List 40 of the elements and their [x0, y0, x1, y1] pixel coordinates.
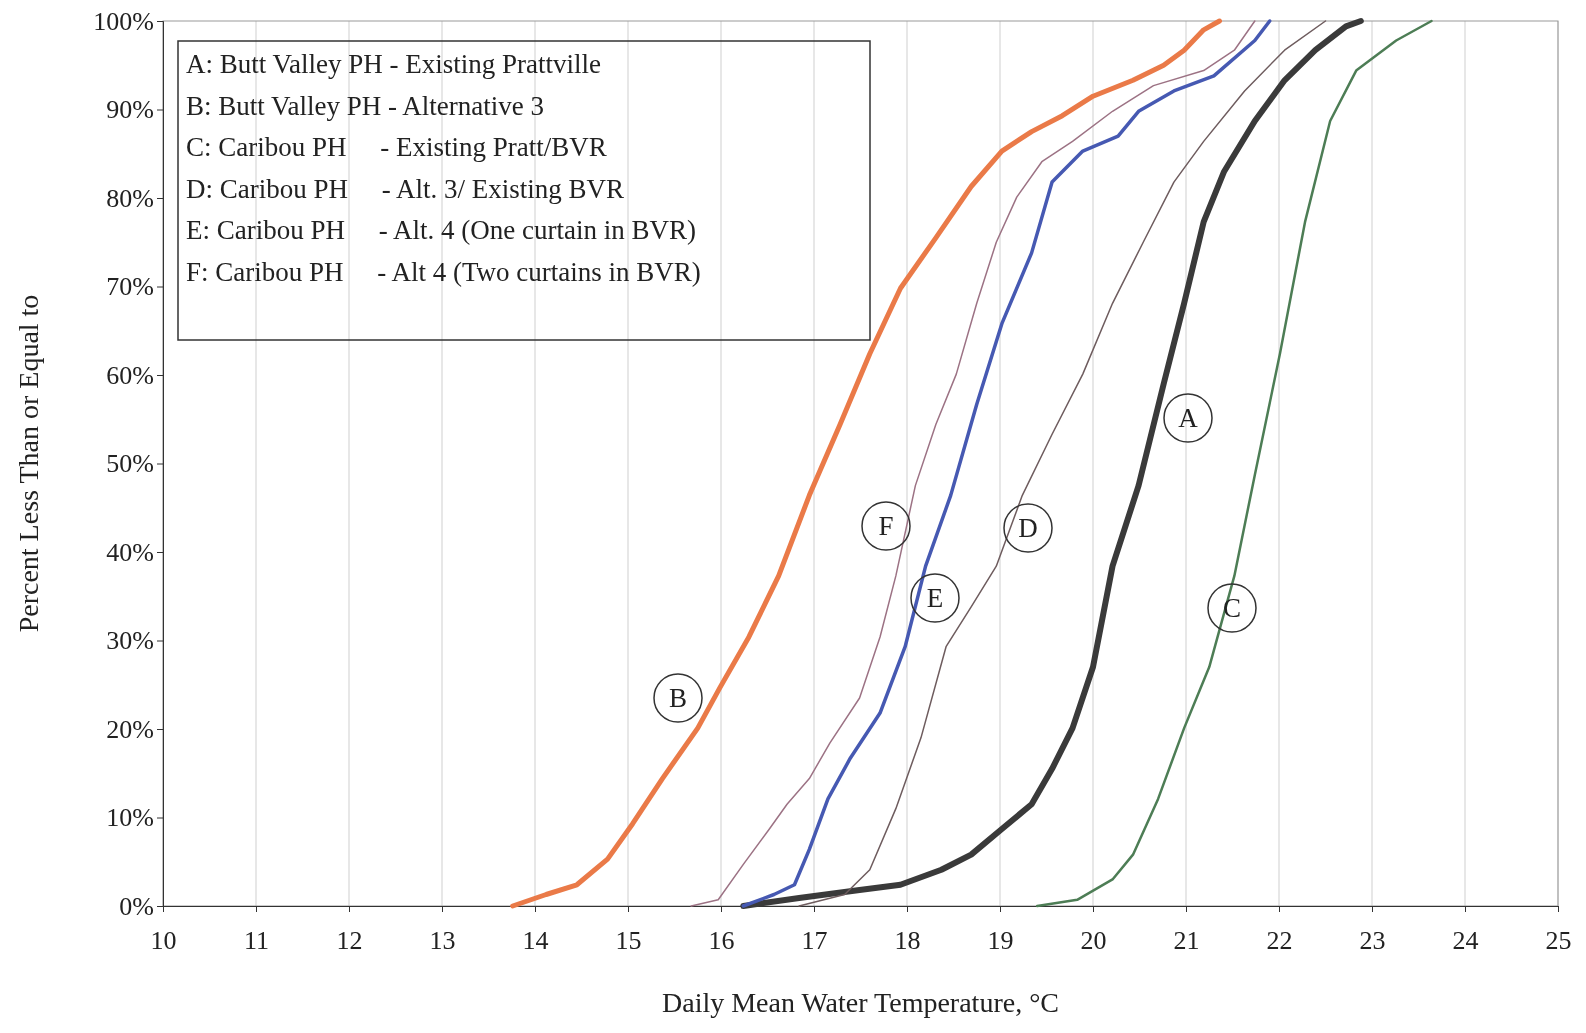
x-tick-label: 11 [243, 925, 270, 955]
x-tick-label: 24 [1452, 925, 1479, 955]
y-tick-label: 80% [106, 183, 154, 213]
x-axis-title: Daily Mean Water Temperature, °C [661, 987, 1060, 1018]
y-tick-label: 60% [106, 360, 154, 390]
series-label: A [1178, 403, 1199, 434]
x-tick-label: 16 [708, 925, 735, 955]
y-tick-label: 10% [106, 803, 154, 833]
x-tick-label: 14 [522, 925, 549, 955]
annotation: C: Caribou PH - Existing Pratt/BVR [186, 132, 607, 162]
y-tick-label: 50% [106, 449, 154, 479]
x-tick-label: 20 [1080, 925, 1107, 955]
y-tick-label: 20% [106, 714, 154, 744]
annotation: A: Butt Valley PH - Existing Prattville [186, 49, 602, 79]
series-label: E [926, 583, 944, 614]
y-tick-label: 30% [106, 626, 154, 656]
x-tick-label: 21 [1173, 925, 1200, 955]
x-tick-label: 13 [429, 925, 456, 955]
y-tick-label: 70% [106, 272, 154, 302]
series-label: D [1018, 513, 1038, 544]
x-tick-label: 15 [615, 925, 642, 955]
x-tick-label: 17 [801, 925, 828, 955]
annotation: B: Butt Valley PH - Alternative 3 [186, 90, 544, 121]
x-tick-label: 18 [894, 925, 921, 955]
x-tick-label: 22 [1266, 925, 1293, 955]
x-tick-label: 19 [987, 925, 1014, 955]
y-tick-label: 90% [106, 95, 154, 125]
x-tick-label: 10 [150, 925, 177, 955]
y-tick-label: 0% [119, 891, 154, 921]
y-tick-label: 100% [93, 6, 154, 36]
annotation: D: Caribou PH - Alt. 3/ Existing BVR [186, 173, 625, 204]
annotation: F: Caribou PH - Alt 4 (Two curtains in BVR) [186, 256, 701, 287]
series-label: F [878, 511, 894, 542]
x-tick-label: 12 [336, 925, 363, 955]
annotation: E: Caribou PH - Alt. 4 (One curtain in BVR) [186, 215, 696, 245]
x-tick-label: 25 [1545, 925, 1572, 955]
series-label: B [668, 683, 688, 714]
y-axis-title: Percent Less Than or Equal to [13, 294, 44, 633]
x-tick-label: 23 [1359, 925, 1386, 955]
y-tick-label: 40% [106, 537, 154, 567]
